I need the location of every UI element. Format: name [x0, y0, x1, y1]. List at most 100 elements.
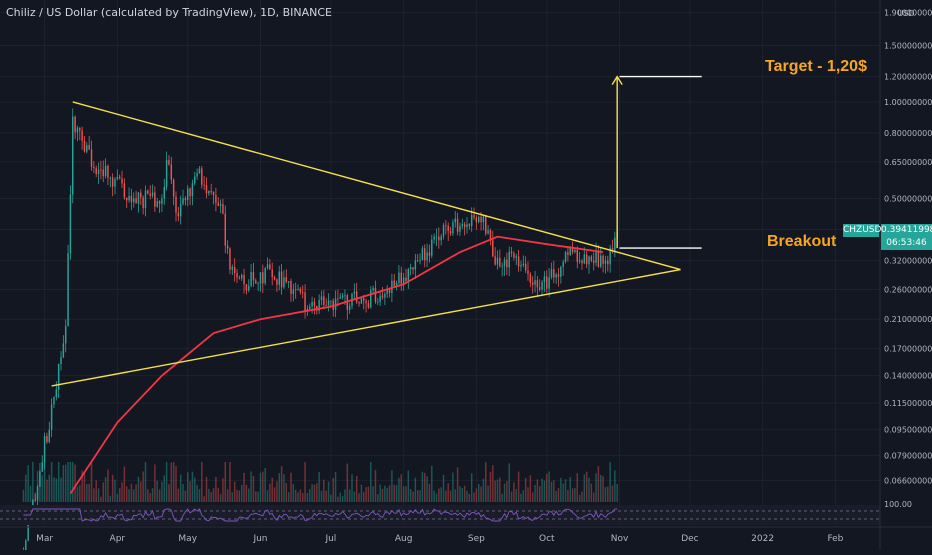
x-tick-label: May: [178, 534, 197, 544]
y-tick-label: 0.11500000: [884, 399, 932, 408]
volume-bar: [381, 488, 384, 502]
y-tick-label: 0.26000000: [884, 285, 932, 294]
volume-bar: [524, 477, 527, 502]
candle-body: [259, 272, 262, 284]
volume-bar: [86, 484, 88, 502]
volume-bar: [269, 483, 271, 502]
volume-bar: [250, 471, 252, 502]
candle-body: [386, 289, 388, 294]
candle-body: [348, 305, 351, 310]
volume-bar: [456, 467, 459, 502]
candle-body: [151, 192, 154, 196]
candle-body: [271, 269, 273, 278]
volume-bar: [67, 462, 69, 502]
volume-bar: [576, 473, 579, 502]
volume-bar: [600, 474, 602, 502]
candle-body: [252, 272, 255, 281]
volume-bar: [339, 492, 341, 502]
volume-bar: [32, 462, 34, 502]
candle-body: [522, 263, 525, 266]
candle-body: [219, 204, 222, 206]
candle-body: [196, 173, 198, 177]
candle-body: [534, 280, 536, 285]
volume-bar: [168, 484, 170, 502]
y-tick-label: 0.07900000: [884, 451, 932, 460]
time-axis[interactable]: Mar Apr May Jun Jul Aug Sep Oct Nov Dec 2022 Feb: [0, 526, 932, 544]
volume-bar: [585, 471, 588, 502]
candle-body: [602, 255, 604, 264]
moving-average-line: [69, 235, 604, 495]
candle-body: [161, 198, 163, 204]
candle-body: [46, 435, 48, 442]
volume-bar: [438, 488, 440, 502]
volume-bar: [492, 465, 494, 502]
volume-bar: [280, 466, 283, 502]
volume-bar: [473, 492, 475, 502]
y-tick-label: 0.17000000: [884, 345, 932, 354]
volume-bar: [252, 475, 255, 502]
candle-body: [426, 252, 428, 261]
volume-bar: [205, 477, 208, 502]
volume-bar: [468, 493, 471, 502]
volume-bar: [240, 484, 243, 502]
volume-bar: [273, 487, 276, 502]
volume-bar: [194, 477, 196, 502]
volume-bar: [506, 481, 508, 502]
candle-body: [76, 127, 79, 133]
volume-bar: [393, 484, 395, 502]
candle-body: [121, 178, 123, 184]
volume-bars: [22, 462, 618, 502]
volume-bar: [198, 489, 201, 502]
candle-body: [109, 177, 112, 179]
candle-body: [374, 287, 377, 302]
volume-bar: [264, 468, 266, 502]
candle-body: [104, 165, 107, 177]
volume-bar: [454, 489, 456, 502]
candle-body: [147, 190, 149, 194]
volume-bar: [522, 490, 525, 502]
volume-bar: [529, 475, 532, 502]
volume-bar: [313, 484, 316, 502]
candle-body: [133, 198, 135, 203]
volume-bar: [348, 489, 351, 502]
candle-body: [50, 404, 53, 430]
volume-bar: [588, 477, 590, 502]
candle-body: [130, 195, 133, 203]
volume-bar: [215, 476, 217, 502]
candle-body: [43, 435, 46, 463]
volume-bar: [571, 488, 574, 502]
x-tick-label: 2022: [751, 534, 774, 544]
volume-bar: [541, 478, 543, 502]
candle-body: [72, 116, 74, 195]
volume-bar: [262, 471, 264, 502]
volume-bar: [233, 481, 236, 502]
volume-bar: [494, 480, 496, 502]
candle-body: [363, 298, 365, 301]
volume-bar: [140, 481, 142, 502]
candle-body: [285, 277, 288, 283]
candle-body: [283, 277, 285, 288]
volume-bar: [341, 496, 344, 502]
volume-bar: [226, 489, 229, 502]
volume-bar: [412, 491, 414, 502]
volume-bar: [217, 487, 219, 502]
volume-bar: [76, 486, 79, 502]
candle-body: [384, 293, 386, 298]
candle-body: [212, 192, 215, 196]
volume-bar: [257, 491, 259, 502]
volume-bar: [177, 488, 180, 502]
candle-body: [576, 249, 579, 262]
candle-body: [346, 295, 349, 310]
candle-body: [597, 251, 600, 267]
candle-body: [524, 263, 527, 271]
candle-body: [438, 236, 440, 241]
candle-body: [25, 540, 27, 551]
candle-body: [158, 201, 161, 204]
candle-body: [341, 296, 344, 298]
volume-bar: [121, 482, 123, 502]
volume-bar: [144, 462, 147, 502]
candle-body: [482, 216, 485, 223]
